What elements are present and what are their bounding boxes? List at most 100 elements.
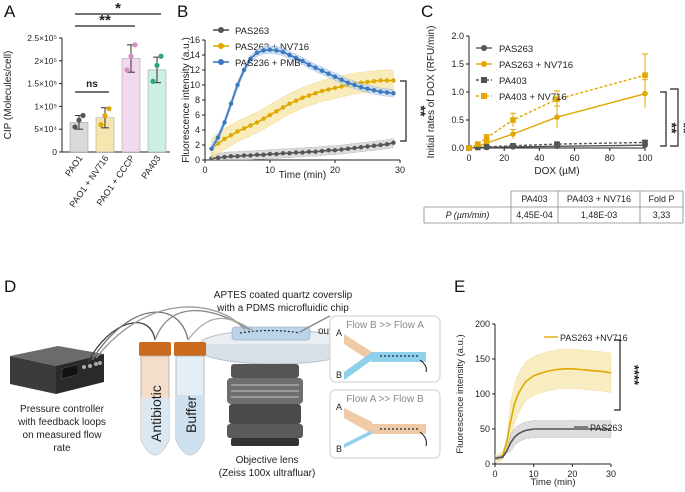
data-point — [358, 145, 364, 150]
y-tick-label: 150 — [475, 354, 490, 364]
y-axis-title: CIP (Molecules/cell) — [3, 51, 14, 140]
y-tick-label: 8 — [195, 95, 200, 105]
data-point — [128, 53, 134, 59]
data-point — [248, 153, 253, 158]
data-point — [261, 48, 266, 53]
flow-bottom-title: Flow A >> Flow B — [346, 394, 424, 405]
buffer-tube-label: Buffer — [183, 396, 199, 433]
controller-label-line-1: Pressure controller — [20, 404, 105, 415]
x-tick-label: 0 — [492, 469, 497, 479]
chart-c: 0.0 0.5 1.0 1.5 2.0 0 20 40 60 80 100 Initial rates… — [426, 26, 685, 177]
legend-marker — [481, 93, 487, 99]
data-point — [293, 55, 299, 61]
data-point — [332, 85, 338, 91]
data-point — [554, 141, 560, 147]
data-point — [235, 82, 240, 88]
data-point — [345, 146, 351, 151]
data-point — [222, 136, 227, 142]
data-point — [371, 79, 377, 84]
y-tick-label: 14 — [190, 50, 200, 60]
x-axis-title: Time (min) — [530, 477, 575, 488]
data-point — [274, 151, 279, 157]
x-tick-label: 60 — [570, 153, 580, 163]
panel-letter-e: E — [454, 277, 465, 296]
data-point — [391, 78, 396, 83]
data-point — [293, 98, 299, 103]
data-point — [313, 91, 318, 96]
data-point — [102, 112, 108, 119]
data-point — [384, 90, 390, 95]
flow-schematic-top — [329, 315, 441, 383]
y-tick-label: 0 — [485, 459, 490, 469]
permeability-table: PA403 PA403 + NV716 Fold P P (µm/min) 4,45E-… — [423, 190, 684, 224]
data-point — [642, 139, 648, 146]
data-point — [248, 56, 253, 61]
data-point — [241, 126, 247, 131]
data-point — [345, 80, 351, 85]
significance-bracket — [660, 91, 667, 147]
data-point — [554, 96, 560, 103]
data-point — [98, 122, 104, 128]
y-axis-title: Fluorescence intensity (a.u.) — [181, 37, 192, 163]
table-cell: 1,48E-03 — [581, 210, 618, 220]
y-tick-label: 0 — [52, 147, 57, 157]
chart-e: 0 50 100 150 200 0 10 20 30 Fluorescence intensit… — [455, 319, 642, 488]
data-point — [300, 150, 305, 155]
data-point — [319, 68, 325, 73]
panel-letter-d: D — [4, 277, 16, 296]
data-point — [261, 152, 266, 157]
data-point — [150, 78, 156, 84]
data-point — [261, 116, 266, 121]
data-point — [154, 62, 160, 68]
legend-marker — [481, 61, 487, 67]
table-cell: 3,33 — [653, 210, 671, 220]
data-point — [306, 149, 312, 154]
y-tick-label: 1.0 — [451, 87, 464, 97]
data-point — [483, 144, 490, 150]
data-point — [72, 124, 78, 130]
data-point — [222, 120, 227, 125]
data-point — [358, 85, 364, 90]
significance-bracket — [614, 339, 621, 411]
data-point — [267, 151, 273, 157]
data-point — [339, 147, 344, 152]
data-point — [339, 84, 344, 89]
data-point — [287, 101, 292, 106]
x-tick-label: 30 — [395, 165, 405, 175]
x-tick-label: 10 — [529, 469, 539, 479]
x-tick-label: 40 — [534, 153, 544, 163]
data-point — [510, 142, 516, 149]
data-point — [365, 79, 370, 85]
panel-letter-a: A — [4, 2, 16, 21]
flow-top-label-b: B — [336, 370, 342, 380]
data-point — [254, 120, 260, 125]
y-tick-label: 1.5 — [451, 59, 464, 69]
data-point — [332, 148, 338, 153]
controller-label-line-3: on measured flow — [23, 430, 103, 441]
data-point — [267, 112, 273, 118]
data-point — [510, 117, 516, 123]
data-point — [215, 155, 221, 160]
data-point — [339, 77, 344, 82]
data-point — [287, 52, 292, 58]
y-axis-title: Fluorescence intensity (a.u.) — [455, 334, 466, 453]
data-point — [158, 53, 164, 59]
controller-label-line-2: with feedback loops — [17, 417, 106, 428]
data-point — [222, 154, 227, 160]
category-label: PAO1 — [63, 153, 85, 178]
y-tick-label: 50 — [480, 424, 490, 434]
data-point — [378, 142, 383, 148]
panel-letter-b: B — [177, 2, 188, 21]
data-point — [365, 86, 370, 91]
data-point — [280, 49, 286, 55]
data-point — [378, 78, 383, 83]
data-point — [280, 151, 286, 156]
buffer-tube-picture — [174, 342, 206, 456]
data-point — [300, 95, 305, 100]
x-tick-label: 30 — [606, 469, 616, 479]
data-point — [371, 143, 377, 148]
category-label: PA403 — [139, 153, 162, 180]
y-tick-label: 16 — [190, 35, 200, 45]
data-point — [80, 112, 86, 119]
x-tick-label: 0 — [202, 165, 207, 175]
